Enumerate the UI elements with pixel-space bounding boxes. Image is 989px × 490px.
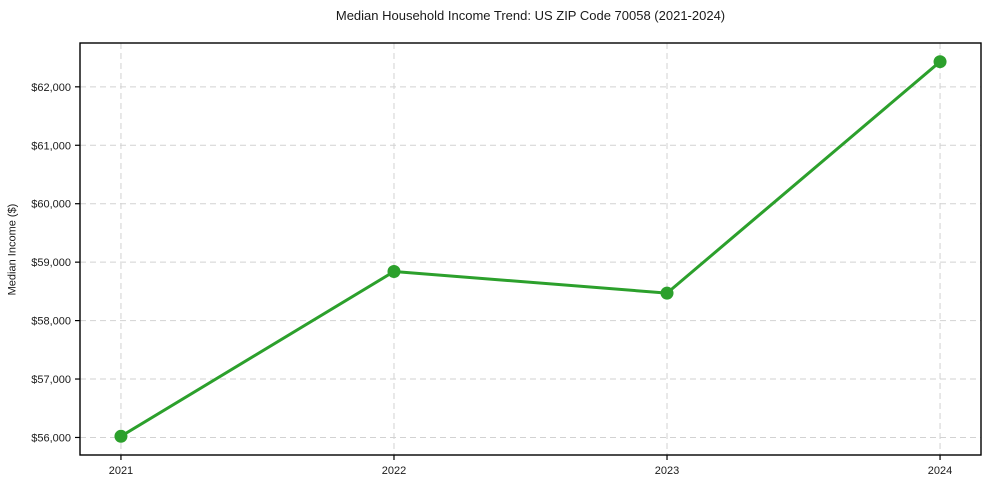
- y-tick-label: $61,000: [31, 140, 71, 152]
- y-tick-label: $57,000: [31, 374, 71, 386]
- x-tick-label: 2024: [928, 465, 952, 477]
- data-point-marker-2023: [660, 286, 674, 300]
- x-tick-label: 2021: [109, 465, 133, 477]
- y-tick-label: $62,000: [31, 82, 71, 94]
- x-tick-label: 2023: [655, 465, 679, 477]
- data-point-marker-2024: [933, 55, 947, 69]
- data-point-marker-2021: [114, 429, 128, 443]
- y-tick-label: $56,000: [31, 432, 71, 444]
- chart-title: Median Household Income Trend: US ZIP Co…: [335, 8, 726, 23]
- trend-line: [119, 60, 942, 438]
- y-tick-label: $59,000: [31, 257, 71, 269]
- plot-border: [79, 42, 982, 456]
- y-tick-label: $58,000: [31, 316, 71, 328]
- x-tick-label: 2022: [382, 465, 406, 477]
- y-tick-label: $60,000: [31, 199, 71, 211]
- data-point-marker-2022: [387, 264, 401, 278]
